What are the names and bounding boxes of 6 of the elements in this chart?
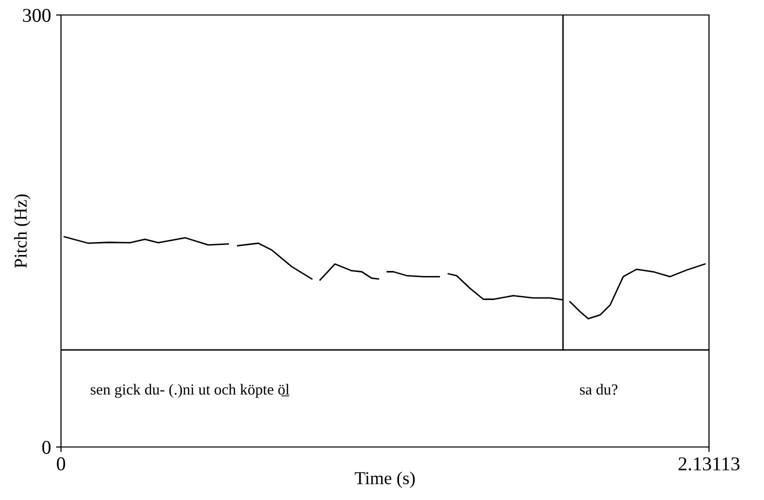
annotation: sa du? [580, 384, 618, 395]
y-axis-title: Pitch (Hz) [14, 194, 30, 268]
y-tick-label: 300 [23, 8, 51, 22]
annotation: sen gick du- (.)ni ut och köpte ö̲l [90, 384, 290, 398]
x-axis-title: Time (s) [354, 472, 415, 488]
x-tick-label: 2.13113 [678, 457, 740, 470]
